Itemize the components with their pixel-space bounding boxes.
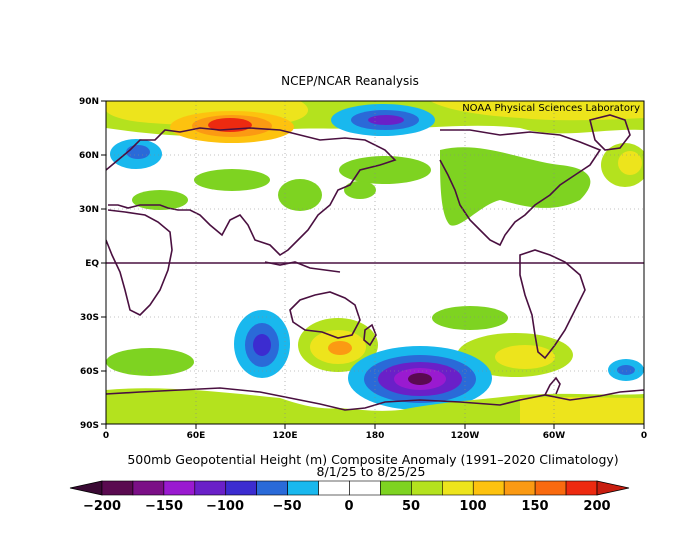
colorbar-swatch bbox=[163, 480, 196, 496]
lon-label-60w: 60W bbox=[543, 431, 566, 441]
coast-europe-asia bbox=[106, 127, 397, 257]
lon-label-0-right: 0 bbox=[641, 431, 647, 441]
anomaly-indian-negative-3 bbox=[253, 334, 271, 356]
lon-label-120e: 120E bbox=[273, 431, 298, 441]
caption-line-1: 500mb Geopotential Height (m) Composite … bbox=[127, 452, 619, 467]
coast-namerica bbox=[439, 129, 602, 247]
lat-label-eq: EQ bbox=[85, 259, 99, 269]
colorbar-swatch bbox=[349, 480, 381, 496]
anomaly-indian-green bbox=[106, 348, 194, 376]
anomaly-satlantic-negative-2 bbox=[617, 365, 635, 375]
colorbar-swatch bbox=[565, 480, 598, 496]
colorbar-swatch bbox=[225, 480, 257, 496]
anomaly-arctic-yellow-2 bbox=[430, 101, 644, 121]
anomaly-spacific-yellow bbox=[495, 345, 555, 369]
colorbar-swatch bbox=[101, 480, 134, 496]
colorbar-swatch bbox=[472, 480, 505, 496]
colorbar-label-100: 100 bbox=[459, 499, 486, 514]
colorbar-label-0: 0 bbox=[344, 499, 353, 514]
colorbar-swatch bbox=[503, 480, 536, 496]
anomaly-shading bbox=[106, 101, 644, 424]
colorbar-swatch bbox=[534, 480, 567, 496]
anomaly-pacific-green bbox=[339, 156, 431, 184]
colorbar-swatch bbox=[318, 480, 350, 496]
coastlines bbox=[106, 114, 644, 411]
colorbar-swatch bbox=[380, 480, 412, 496]
anomaly-asia-green bbox=[194, 169, 270, 191]
colorbar bbox=[69, 480, 630, 496]
colorbar-arrow-low bbox=[69, 480, 103, 496]
lon-label-120w: 120W bbox=[451, 431, 480, 441]
colorbar-label-50: 50 bbox=[402, 499, 420, 514]
colorbar-label-m150: −150 bbox=[145, 499, 183, 514]
coast-greenland bbox=[589, 114, 631, 151]
anomaly-arctic-negative-3 bbox=[368, 115, 404, 125]
anomaly-europe-negative-2 bbox=[126, 145, 150, 159]
coast-australia bbox=[289, 291, 361, 339]
colorbar-label-150: 150 bbox=[521, 499, 548, 514]
colorbar-swatch bbox=[287, 480, 319, 496]
coast-antarctic-peninsula bbox=[544, 376, 561, 396]
anomaly-antarctic-band bbox=[106, 388, 644, 424]
colorbar-label-200: 200 bbox=[583, 499, 610, 514]
credit-label: NOAA Physical Sciences Laboratory bbox=[462, 103, 640, 114]
anomaly-atlantic-yellow bbox=[618, 151, 642, 175]
lat-label-90n: 90N bbox=[79, 97, 99, 107]
lat-label-60n: 60N bbox=[79, 151, 99, 161]
map-grid bbox=[106, 101, 644, 424]
coast-samerica bbox=[519, 249, 586, 360]
colorbar-swatch bbox=[442, 480, 474, 496]
colorbar-swatch bbox=[411, 480, 443, 496]
colorbar-swatch bbox=[256, 480, 288, 496]
lon-label-60e: 60E bbox=[187, 431, 206, 441]
anomaly-scpacific-green bbox=[432, 306, 508, 330]
axis-ticks bbox=[101, 100, 645, 429]
colorbar-arrow-high bbox=[596, 480, 630, 496]
lat-label-60s: 60S bbox=[80, 367, 99, 377]
lat-label-30n: 30N bbox=[79, 205, 99, 215]
colorbar-label-m200: −200 bbox=[83, 499, 121, 514]
anomaly-tasman-orange bbox=[328, 341, 352, 355]
lat-label-30s: 30S bbox=[80, 313, 99, 323]
figure-title: NCEP/NCAR Reanalysis bbox=[281, 74, 419, 88]
coast-nz bbox=[363, 323, 377, 347]
anomaly-antarctic-yellow bbox=[520, 397, 644, 424]
colorbar-swatch bbox=[132, 480, 165, 496]
anomaly-pacific-green-2 bbox=[344, 181, 376, 199]
anomaly-africa-green bbox=[132, 190, 188, 210]
coast-antarctica bbox=[106, 387, 644, 411]
colorbar-swatch bbox=[194, 480, 227, 496]
coast-africa bbox=[106, 209, 173, 316]
coast-indonesia bbox=[264, 261, 341, 273]
lon-label-180: 180 bbox=[366, 431, 385, 441]
colorbar-label-m50: −50 bbox=[273, 499, 302, 514]
anomaly-ross-negative-5 bbox=[408, 373, 432, 385]
lon-label-0-left: 0 bbox=[103, 431, 109, 441]
colorbar-label-m100: −100 bbox=[206, 499, 244, 514]
lat-label-90s: 90S bbox=[80, 421, 99, 431]
anomaly-namerica-green bbox=[440, 147, 591, 226]
anomaly-china-green bbox=[278, 179, 322, 211]
caption-line-2: 8/1/25 to 8/25/25 bbox=[316, 464, 426, 479]
